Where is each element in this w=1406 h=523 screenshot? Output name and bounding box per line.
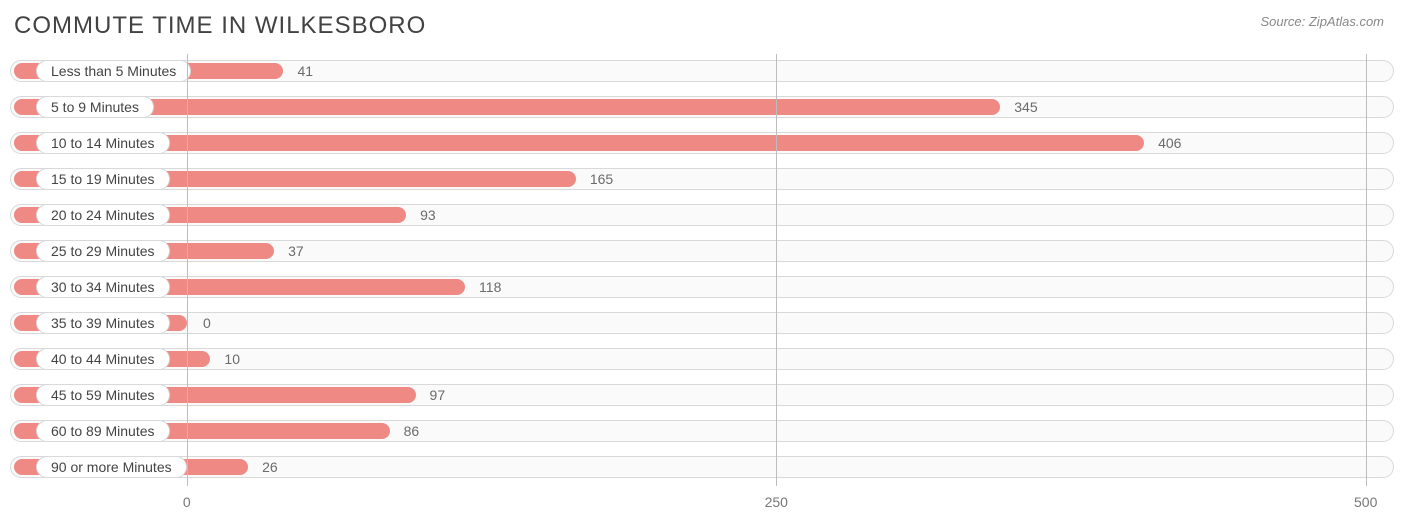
- category-pill: 30 to 34 Minutes: [36, 276, 170, 298]
- bar-value: 86: [404, 423, 420, 439]
- category-pill: 45 to 59 Minutes: [36, 384, 170, 406]
- category-pill: 90 or more Minutes: [36, 456, 187, 478]
- category-pill: 40 to 44 Minutes: [36, 348, 170, 370]
- bar-fill: [14, 99, 1000, 115]
- bar-value: 165: [590, 171, 613, 187]
- bar-row: 20 to 24 Minutes 93: [10, 198, 1394, 232]
- category-dot-icon: [21, 389, 34, 402]
- bar-fill: [14, 135, 1144, 151]
- category-pill: 10 to 14 Minutes: [36, 132, 170, 154]
- x-tick-label: 250: [765, 494, 788, 510]
- bar-value: 10: [224, 351, 240, 367]
- category-dot-icon: [21, 461, 34, 474]
- x-tick-label: 0: [183, 494, 191, 510]
- bar-row: 5 to 9 Minutes 345: [10, 90, 1394, 124]
- bar-value: 26: [262, 459, 278, 475]
- category-dot-icon: [21, 245, 34, 258]
- bar-row: 45 to 59 Minutes 97: [10, 378, 1394, 412]
- plot-area: Less than 5 Minutes 41 5 to 9 Minutes 345 10…: [10, 54, 1394, 486]
- category-pill: 35 to 39 Minutes: [36, 312, 170, 334]
- bar-row: 60 to 89 Minutes 86: [10, 414, 1394, 448]
- grid-line: [1366, 54, 1367, 486]
- category-pill: 20 to 24 Minutes: [36, 204, 170, 226]
- category-dot-icon: [21, 353, 34, 366]
- bar-value: 41: [297, 63, 313, 79]
- bar-row: 90 or more Minutes 26: [10, 450, 1394, 484]
- category-pill: 5 to 9 Minutes: [36, 96, 154, 118]
- grid-line: [187, 54, 188, 486]
- category-dot-icon: [21, 281, 34, 294]
- x-axis: 0 250 500: [10, 486, 1394, 518]
- bar-row: 30 to 34 Minutes 118: [10, 270, 1394, 304]
- bar-value: 37: [288, 243, 304, 259]
- category-pill: Less than 5 Minutes: [36, 60, 191, 82]
- category-dot-icon: [21, 317, 34, 330]
- category-dot-icon: [21, 65, 34, 78]
- category-dot-icon: [21, 209, 34, 222]
- category-dot-icon: [21, 173, 34, 186]
- bar-track: [10, 348, 1394, 370]
- bar-row: 25 to 29 Minutes 37: [10, 234, 1394, 268]
- category-dot-icon: [21, 101, 34, 114]
- bar-value: 0: [203, 315, 211, 331]
- category-pill: 15 to 19 Minutes: [36, 168, 170, 190]
- bar-row: 15 to 19 Minutes 165: [10, 162, 1394, 196]
- commute-time-chart: COMMUTE TIME IN WILKESBORO Source: ZipAt…: [0, 0, 1406, 523]
- bar-value: 97: [430, 387, 446, 403]
- bar-value: 345: [1014, 99, 1037, 115]
- bar-track: [10, 312, 1394, 334]
- grid-line: [776, 54, 777, 486]
- bar-value: 93: [420, 207, 436, 223]
- category-pill: 25 to 29 Minutes: [36, 240, 170, 262]
- chart-title: COMMUTE TIME IN WILKESBORO: [14, 12, 1396, 40]
- category-pill: 60 to 89 Minutes: [36, 420, 170, 442]
- x-tick-label: 500: [1354, 494, 1377, 510]
- bar-row: 10 to 14 Minutes 406: [10, 126, 1394, 160]
- category-dot-icon: [21, 137, 34, 150]
- bar-value: 118: [479, 279, 501, 295]
- bar-value: 406: [1158, 135, 1181, 151]
- chart-source: Source: ZipAtlas.com: [1260, 14, 1384, 29]
- category-dot-icon: [21, 425, 34, 438]
- bar-row: 40 to 44 Minutes 10: [10, 342, 1394, 376]
- bar-row: Less than 5 Minutes 41: [10, 54, 1394, 88]
- bar-row: 35 to 39 Minutes 0: [10, 306, 1394, 340]
- bars-container: Less than 5 Minutes 41 5 to 9 Minutes 345 10…: [10, 54, 1394, 486]
